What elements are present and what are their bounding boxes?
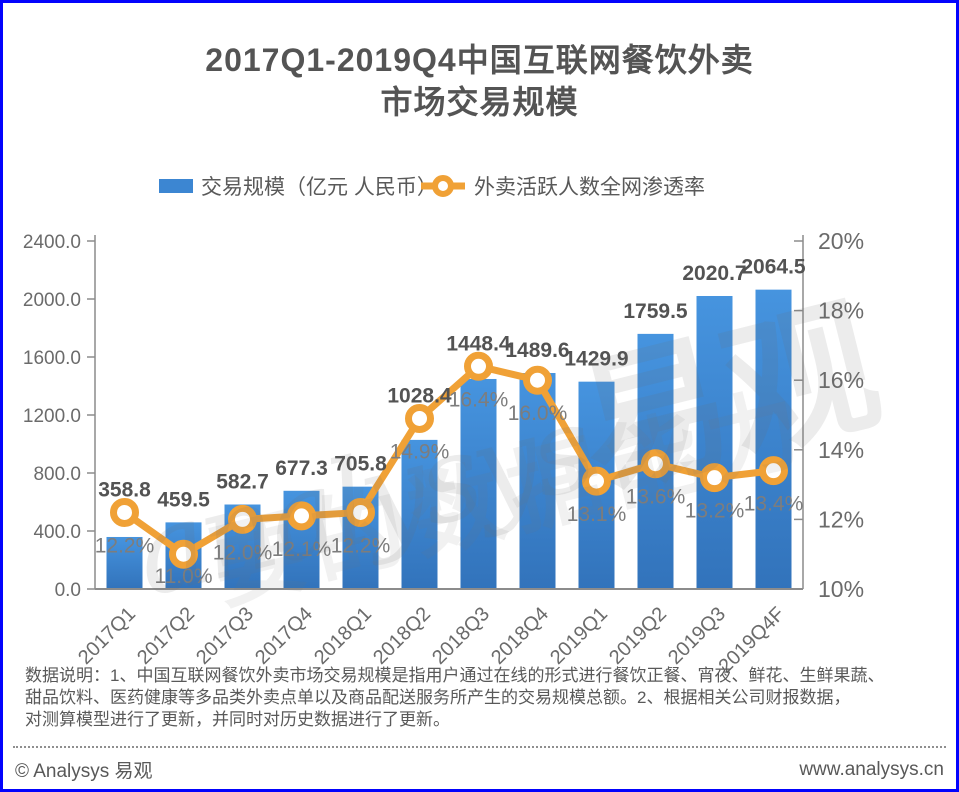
bar-value-label-2019Q3: 2020.7 bbox=[682, 262, 746, 285]
bar-2018Q4 bbox=[519, 373, 556, 589]
left-axis-tick-label-2400.0: 2400.0 bbox=[23, 232, 81, 253]
data-note-line1: 数据说明：1、中国互联网餐饮外卖市场交易规模是指用户通过在线的形式进行餐饮正餐、… bbox=[25, 666, 885, 685]
line-marker-2019Q2 bbox=[641, 449, 670, 479]
footer: © Analysys 易观 www.analysys.cn bbox=[15, 756, 944, 783]
bar-value-label-2018Q3: 1448.4 bbox=[446, 332, 511, 355]
x-tick-label-2018Q2: 2018Q2 bbox=[369, 603, 435, 669]
line-marker-2019Q4F bbox=[759, 456, 788, 486]
bar-value-label-2017Q3: 582.7 bbox=[216, 471, 269, 494]
copyright-label: © Analysys 易观 bbox=[15, 761, 153, 782]
pct-label-2019Q2: 13.6% bbox=[626, 486, 686, 509]
line-marker-2017Q4 bbox=[287, 501, 316, 531]
bar-series-swatch-icon bbox=[159, 179, 193, 193]
left-axis-tick-label-1600.0: 1600.0 bbox=[23, 348, 81, 369]
line-marker-2019Q3 bbox=[700, 463, 729, 493]
line-marker-2017Q2 bbox=[169, 539, 198, 569]
data-note: 数据说明：1、中国互联网餐饮外卖市场交易规模是指用户通过在线的形式进行餐饮正餐、… bbox=[25, 665, 938, 731]
data-note-line3: 对测算模型进行了更新，并同时对历史数据进行了更新。 bbox=[25, 710, 450, 729]
pct-label-2018Q4: 16.0% bbox=[508, 402, 568, 425]
bar-2017Q1 bbox=[106, 536, 143, 589]
x-tick-label-2017Q1: 2017Q1 bbox=[74, 603, 140, 669]
bar-value-label-2019Q4F: 2064.5 bbox=[741, 256, 806, 279]
line-marker-2018Q2 bbox=[405, 403, 434, 433]
x-tick-label-2017Q3: 2017Q3 bbox=[192, 603, 258, 669]
line-marker-2018Q3 bbox=[464, 351, 493, 381]
legend-item-penetration-rate: 外卖活跃人数全网渗透率 bbox=[420, 171, 705, 201]
x-tick-label-2017Q2: 2017Q2 bbox=[133, 603, 199, 669]
left-axis-tick-label-400.0: 400.0 bbox=[33, 522, 81, 543]
x-tick-label-2018Q3: 2018Q3 bbox=[428, 603, 494, 669]
bar-2018Q3 bbox=[460, 378, 497, 589]
right-axis-tick-label-20%: 20% bbox=[818, 228, 864, 254]
right-axis-tick-label-10%: 10% bbox=[818, 576, 864, 602]
right-axis-tick-label-12%: 12% bbox=[818, 506, 864, 532]
bars-group bbox=[106, 289, 792, 589]
axes-group bbox=[87, 235, 804, 590]
line-marker-2018Q1 bbox=[346, 497, 375, 527]
bar-value-label-2017Q4: 677.3 bbox=[275, 457, 328, 480]
chart-title-line2: 市场交易规模 bbox=[380, 84, 579, 120]
line-series-label: 外卖活跃人数全网渗透率 bbox=[474, 176, 705, 199]
legend-item-transaction-scale: 交易规模（亿元 人民币） bbox=[159, 171, 438, 201]
bar-2018Q2 bbox=[401, 439, 438, 589]
combo-chart: 2400.0 2000.0 1600.0 1200.0 800.0 400.0 0.0 20%… bbox=[23, 228, 864, 678]
line-marker-2017Q1 bbox=[110, 497, 139, 527]
pct-label-2018Q2: 14.9% bbox=[390, 440, 450, 463]
chart-title: 2017Q1-2019Q4中国互联网餐饮外卖 市场交易规模 bbox=[3, 39, 956, 123]
bar-value-label-2017Q1: 358.8 bbox=[98, 478, 151, 501]
website-label: www.analysys.cn bbox=[799, 758, 944, 780]
pct-label-2017Q3: 12.0% bbox=[213, 541, 273, 564]
x-tick-label-2019Q1: 2019Q1 bbox=[546, 603, 612, 669]
pct-label-2017Q2: 11.0% bbox=[155, 565, 213, 588]
bar-2019Q3 bbox=[696, 295, 733, 589]
pct-label-2017Q4: 12.1% bbox=[272, 538, 332, 561]
bar-value-label-2018Q4: 1489.6 bbox=[505, 339, 569, 362]
data-note-line2: 甜品饮料、医药健康等多品类外卖点单以及商品配送服务所产生的交易规模总额。2、根据… bbox=[25, 688, 851, 707]
left-axis-tick-label-800.0: 800.0 bbox=[33, 464, 81, 485]
dotted-divider bbox=[13, 746, 946, 748]
pct-label-2019Q1: 13.1% bbox=[567, 503, 627, 526]
line-series-marker-icon bbox=[421, 175, 465, 197]
pct-label-2019Q4F: 13.4% bbox=[744, 493, 804, 516]
pct-label-2018Q3: 16.4% bbox=[449, 388, 509, 411]
bar-series-label: 交易规模（亿元 人民币） bbox=[201, 176, 438, 199]
pct-label-2017Q1: 12.2% bbox=[95, 534, 155, 557]
left-axis-tick-label-0.0: 0.0 bbox=[55, 580, 81, 601]
left-axis-tick-label-2000.0: 2000.0 bbox=[23, 290, 81, 311]
chart-title-line1: 2017Q1-2019Q4中国互联网餐饮外卖 bbox=[205, 42, 754, 78]
bar-value-label-2019Q2: 1759.5 bbox=[623, 300, 688, 323]
line-marker-2019Q1 bbox=[582, 466, 611, 496]
right-axis-tick-label-14%: 14% bbox=[818, 437, 864, 463]
bar-value-label-2019Q1: 1429.9 bbox=[564, 348, 628, 371]
left-axis-tick-label-1200.0: 1200.0 bbox=[23, 406, 81, 427]
line-marker-2018Q4 bbox=[523, 365, 552, 395]
right-axis-tick-label-16%: 16% bbox=[818, 367, 864, 393]
x-tick-label-2017Q4: 2017Q4 bbox=[251, 603, 317, 669]
pct-label-2019Q3: 13.2% bbox=[685, 500, 745, 523]
right-axis-tick-label-18%: 18% bbox=[818, 298, 864, 324]
x-tick-label-2019Q2: 2019Q2 bbox=[605, 603, 671, 669]
pct-label-2018Q1: 12.2% bbox=[331, 534, 391, 557]
legend: 交易规模（亿元 人民币） 外卖活跃人数全网渗透率 bbox=[3, 171, 956, 201]
bar-value-label-2018Q1: 705.8 bbox=[334, 453, 387, 476]
x-tick-label-2018Q1: 2018Q1 bbox=[310, 603, 376, 669]
bar-2019Q4F bbox=[755, 289, 792, 589]
bar-value-label-2017Q2: 459.5 bbox=[157, 488, 210, 511]
line-marker-2017Q3 bbox=[228, 504, 257, 534]
x-tick-label-2018Q4: 2018Q4 bbox=[487, 603, 553, 669]
bar-value-label-2018Q2: 1028.4 bbox=[387, 384, 452, 407]
